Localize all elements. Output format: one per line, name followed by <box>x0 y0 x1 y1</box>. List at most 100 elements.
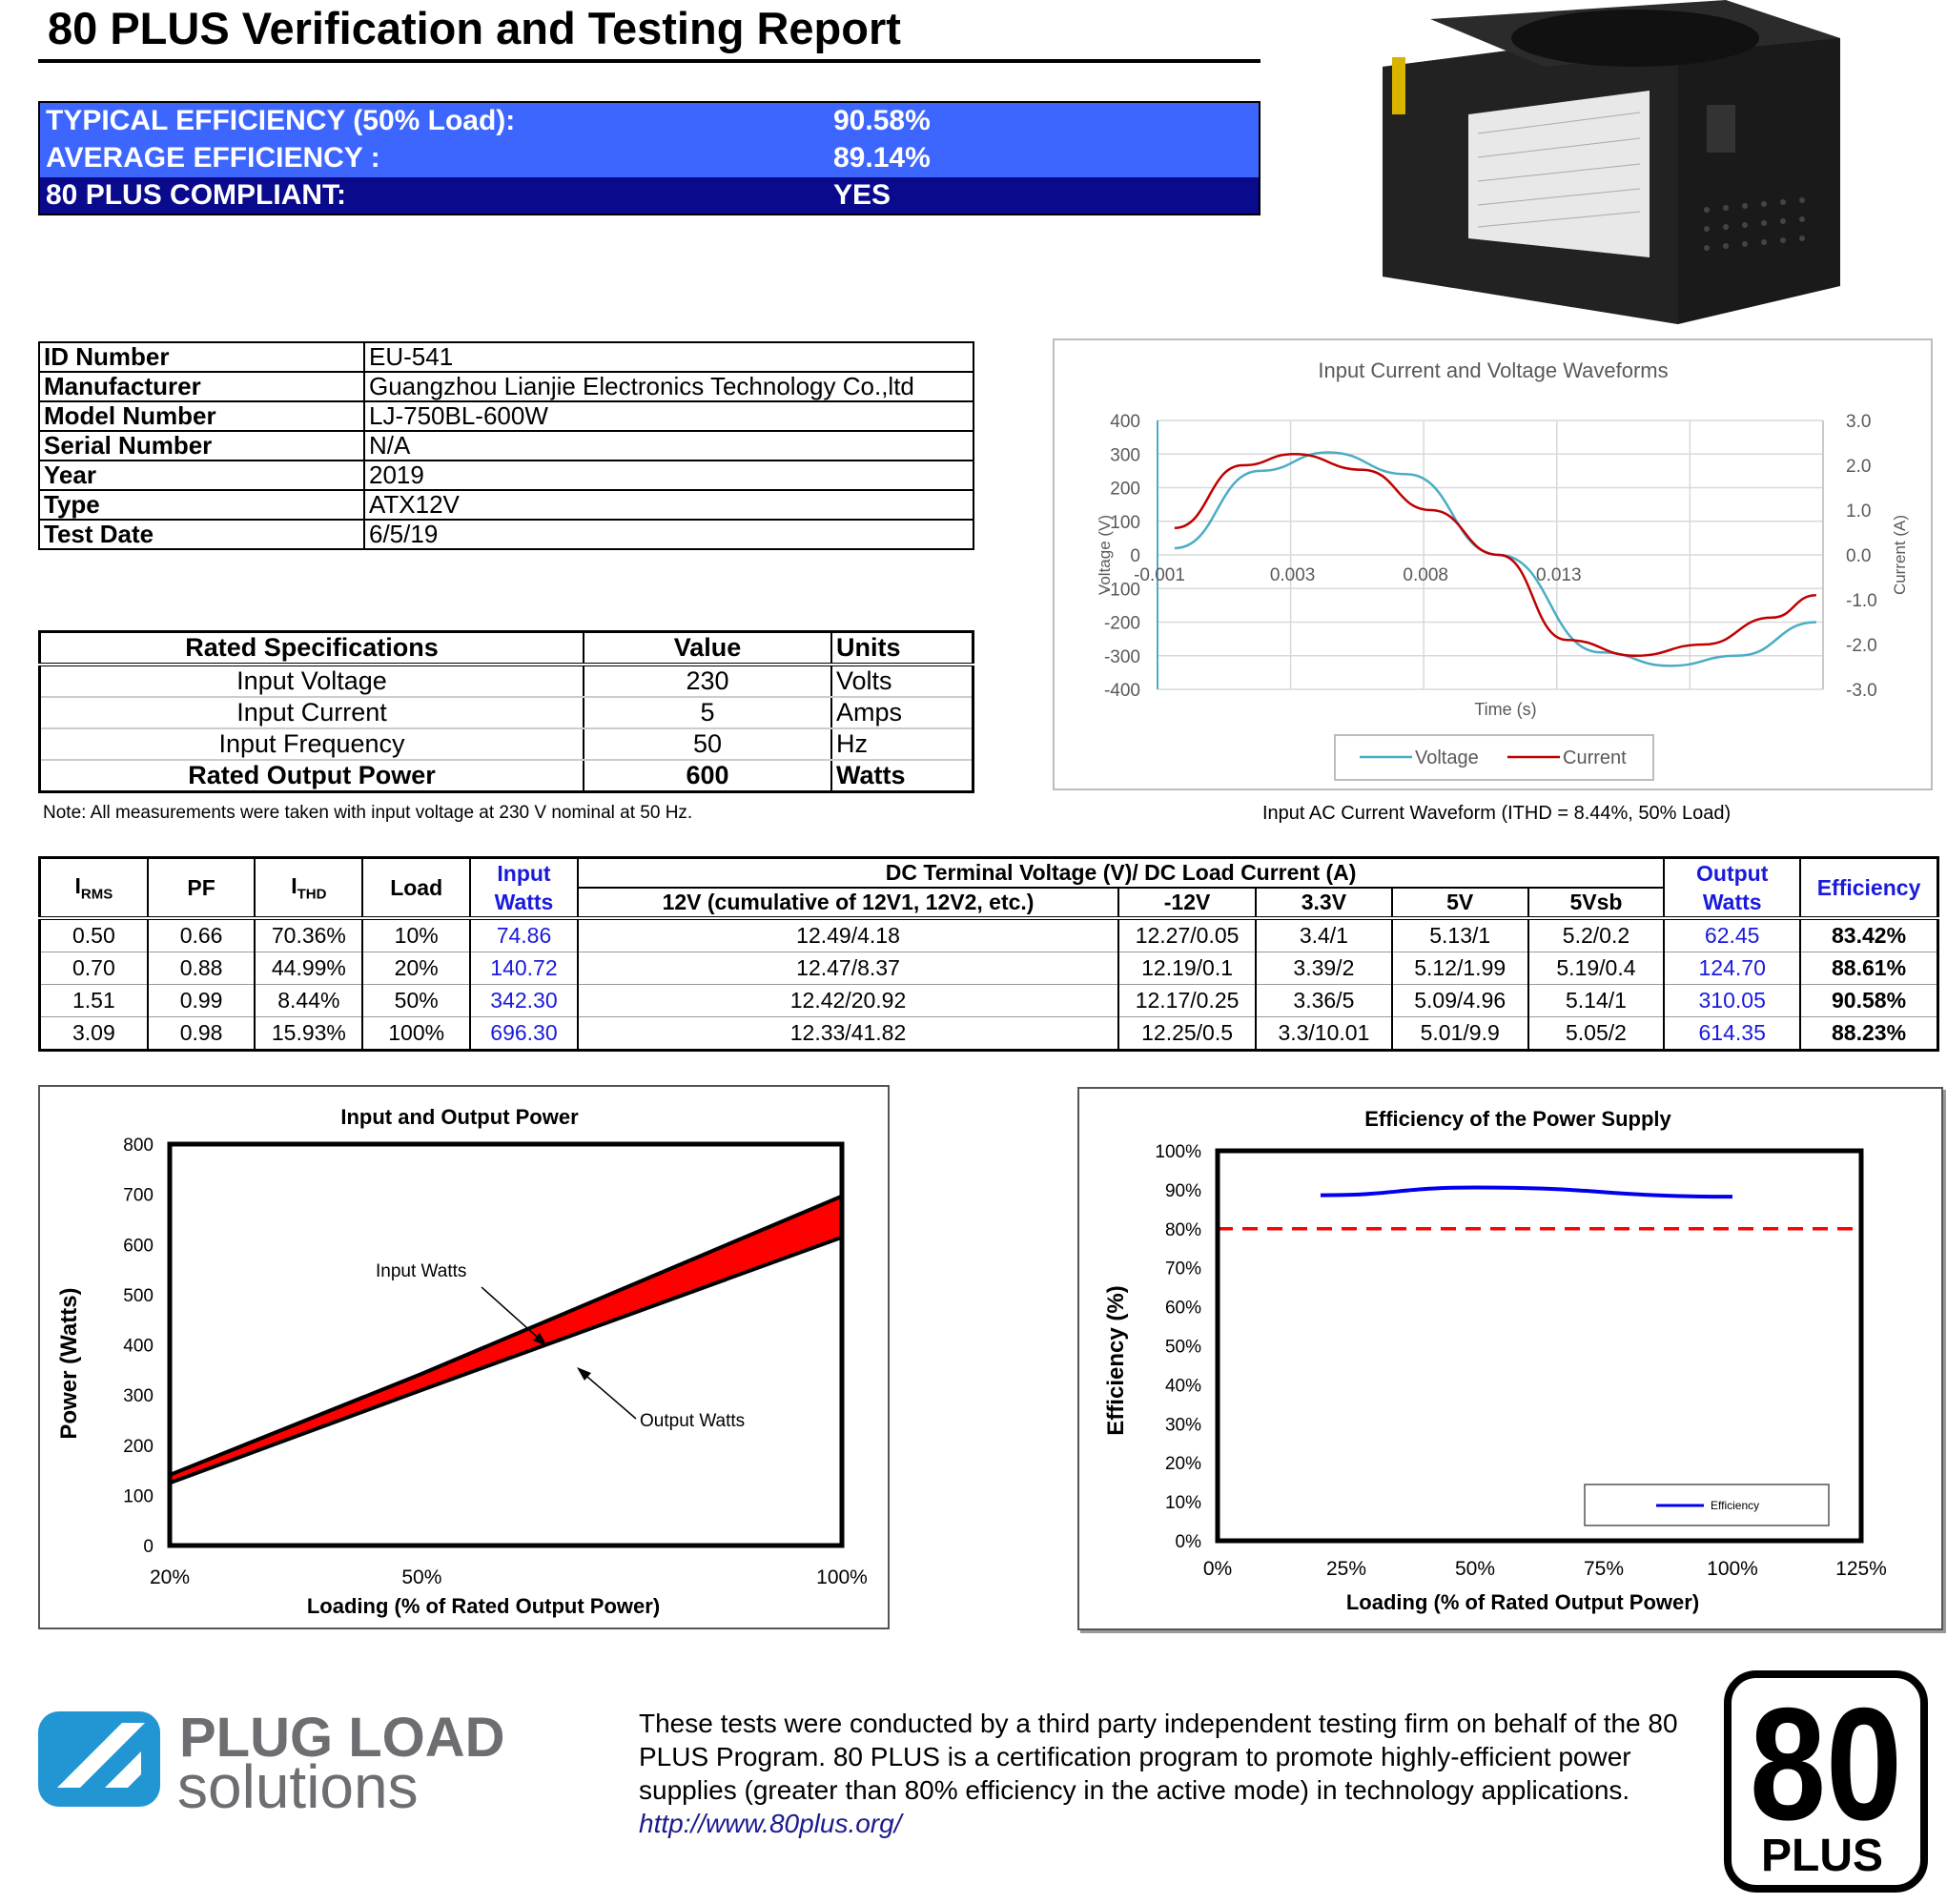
y-tick-label: 0 <box>1130 546 1140 566</box>
cell-neg12v: 12.27/0.05 <box>1117 916 1257 952</box>
table-row: 0.50 0.66 70.36% 10% 74.86 12.49/4.18 12.27/0.… <box>38 916 1939 952</box>
col-5v: 5V <box>1390 887 1529 919</box>
spec-header-value: Value <box>584 631 832 666</box>
table-row: Year 2019 <box>38 460 974 491</box>
y-tick-label: 100 <box>1110 513 1140 533</box>
spec-name: Input Voltage <box>39 665 584 698</box>
efficiency-chart: Efficiency of the Power Supply 0% 10% 20% 3… <box>1103 1107 1887 1614</box>
series-input-watts-line <box>169 1194 843 1477</box>
y2-tick-label: 2.0 <box>1846 457 1871 477</box>
test-date-value: 6/5/19 <box>363 519 974 550</box>
cell-pf: 0.88 <box>146 952 256 985</box>
y-tick-label: 50% <box>1165 1338 1201 1358</box>
y-axis-ticks: 400 300 200 100 0 -100 -200 -300 -400 <box>1104 412 1140 701</box>
cell-5v: 5.01/9.9 <box>1390 1016 1529 1051</box>
waveform-chart-frame: Input Current and Voltage Waveforms 400 3… <box>1053 338 1933 790</box>
table-header-row: Watts 12V (cumulative of 12V1, 12V2, etc… <box>40 887 1938 919</box>
footer-description: These tests were conducted by a third pa… <box>639 1709 1678 1805</box>
measurement-note: Note: All measurements were taken with i… <box>43 803 693 823</box>
col-input-watts: Input <box>469 856 579 888</box>
cell-input-watts: 74.86 <box>469 916 579 952</box>
cell-ithd: 70.36% <box>254 916 364 952</box>
y2-axis-ticks: 3.0 2.0 1.0 0.0 -1.0 -2.0 -3.0 <box>1846 412 1877 701</box>
spec-header-units: Units <box>831 631 974 666</box>
cell-5vsb: 5.2/0.2 <box>1527 916 1666 952</box>
chart-title: Input and Output Power <box>340 1105 579 1129</box>
average-efficiency-value: 89.14% <box>833 142 931 174</box>
col-3v3: 3.3V <box>1255 887 1393 919</box>
spec-name: Input Current <box>39 697 584 729</box>
x-axis-label: Loading (% of Rated Output Power) <box>307 1594 660 1618</box>
table-row: Input Voltage 230 Volts <box>39 665 974 698</box>
cell-5v: 5.12/1.99 <box>1390 952 1529 985</box>
type-key: Type <box>38 489 365 521</box>
footer-link[interactable]: http://www.80plus.org/ <box>639 1809 902 1838</box>
badge-number: 80 <box>1750 1674 1902 1853</box>
cell-irms: 1.51 <box>38 984 149 1017</box>
y-tick-label: 0% <box>1176 1532 1202 1552</box>
col-dc-group: DC Terminal Voltage (V)/ DC Load Current… <box>576 856 1666 889</box>
year-key: Year <box>38 460 365 491</box>
y-tick-label: 500 <box>123 1286 154 1306</box>
series-voltage-line <box>1174 451 1816 667</box>
logo-text-line2: solutions <box>177 1752 419 1812</box>
spec-units: Amps <box>831 697 974 729</box>
y-axis-label: Power (Watts) <box>56 1287 82 1439</box>
col-neg12v: -12V <box>1117 887 1257 919</box>
y-axis-label: Voltage (V) <box>1096 515 1114 595</box>
y-tick-label: -400 <box>1104 681 1140 701</box>
y-tick-label: 400 <box>123 1337 154 1357</box>
x-axis-label: Loading (% of Rated Output Power) <box>1346 1590 1699 1614</box>
power-chart: Input and Output Power 0 100 200 300 400 500 6… <box>56 1105 868 1618</box>
average-efficiency-row: AVERAGE EFFICIENCY : 89.14% <box>40 140 1259 177</box>
y-axis-ticks: 0 100 200 300 400 500 600 700 800 <box>123 1136 154 1557</box>
col-pf: PF <box>146 856 256 919</box>
y2-axis-label: Current (A) <box>1891 515 1909 595</box>
cell-irms: 0.70 <box>38 952 149 985</box>
efficiency-summary: TYPICAL EFFICIENCY (50% Load): 90.58% AV… <box>38 101 1260 215</box>
x-tick-label: 50% <box>401 1566 441 1588</box>
col-output-watts-2: Watts <box>1663 888 1802 919</box>
x-axis-ticks: 20% 50% 100% <box>150 1566 868 1588</box>
year-value: 2019 <box>363 460 974 491</box>
spec-units: Hz <box>831 728 974 761</box>
badge-word: PLUS <box>1761 1831 1883 1881</box>
cell-5v: 5.13/1 <box>1390 916 1529 952</box>
spec-name: Rated Output Power <box>39 760 584 792</box>
table-header-row: Rated Specifications Value Units <box>39 631 974 666</box>
unit-info-table: ID Number EU-541 Manufacturer Guangzhou Li… <box>38 341 974 550</box>
cell-5v: 5.09/4.96 <box>1390 984 1529 1017</box>
cell-input-watts: 140.72 <box>469 952 579 985</box>
efficiency-chart-frame: Efficiency of the Power Supply 0% 10% 20% 3… <box>1077 1087 1943 1630</box>
y-tick-label: 200 <box>123 1437 154 1457</box>
output-watts-annotation: Output Watts <box>640 1411 745 1431</box>
y-tick-label: 700 <box>123 1186 154 1206</box>
legend-efficiency-label: Efficiency <box>1711 1499 1759 1512</box>
waveform-caption: Input AC Current Waveform (ITHD = 8.44%,… <box>1262 803 1732 824</box>
spec-value: 600 <box>584 760 832 792</box>
power-supply-photo <box>1383 0 1840 324</box>
cell-pf: 0.98 <box>146 1016 256 1051</box>
series-current-line <box>1174 452 1816 658</box>
table-row: Test Date 6/5/19 <box>38 519 974 550</box>
cell-output-watts: 310.05 <box>1663 984 1802 1017</box>
cell-output-watts: 124.70 <box>1663 952 1802 985</box>
cell-ithd: 15.93% <box>254 1016 364 1051</box>
y-tick-label: 90% <box>1165 1181 1201 1201</box>
cell-efficiency: 90.58% <box>1799 984 1939 1017</box>
footer-text: These tests were conducted by a third pa… <box>639 1707 1716 1840</box>
table-row: Manufacturer Guangzhou Lianjie Electronic… <box>38 371 974 402</box>
chart-grid <box>1157 420 1824 690</box>
type-value: ATX12V <box>363 489 974 521</box>
x-tick-label: 100% <box>816 1566 868 1588</box>
cell-12v: 12.47/8.37 <box>576 952 1120 985</box>
x-tick-label: 0% <box>1203 1558 1232 1580</box>
waveform-chart: Input Current and Voltage Waveforms 400 3… <box>1096 358 1909 781</box>
x-tick-label: 0.003 <box>1270 565 1316 585</box>
chart-series <box>1218 1185 1861 1231</box>
spec-value: 50 <box>584 728 832 761</box>
cell-efficiency: 83.42% <box>1799 916 1939 952</box>
legend-current-label: Current <box>1563 747 1627 768</box>
spec-name: Input Frequency <box>39 728 584 761</box>
y-tick-label: 0 <box>143 1537 154 1557</box>
